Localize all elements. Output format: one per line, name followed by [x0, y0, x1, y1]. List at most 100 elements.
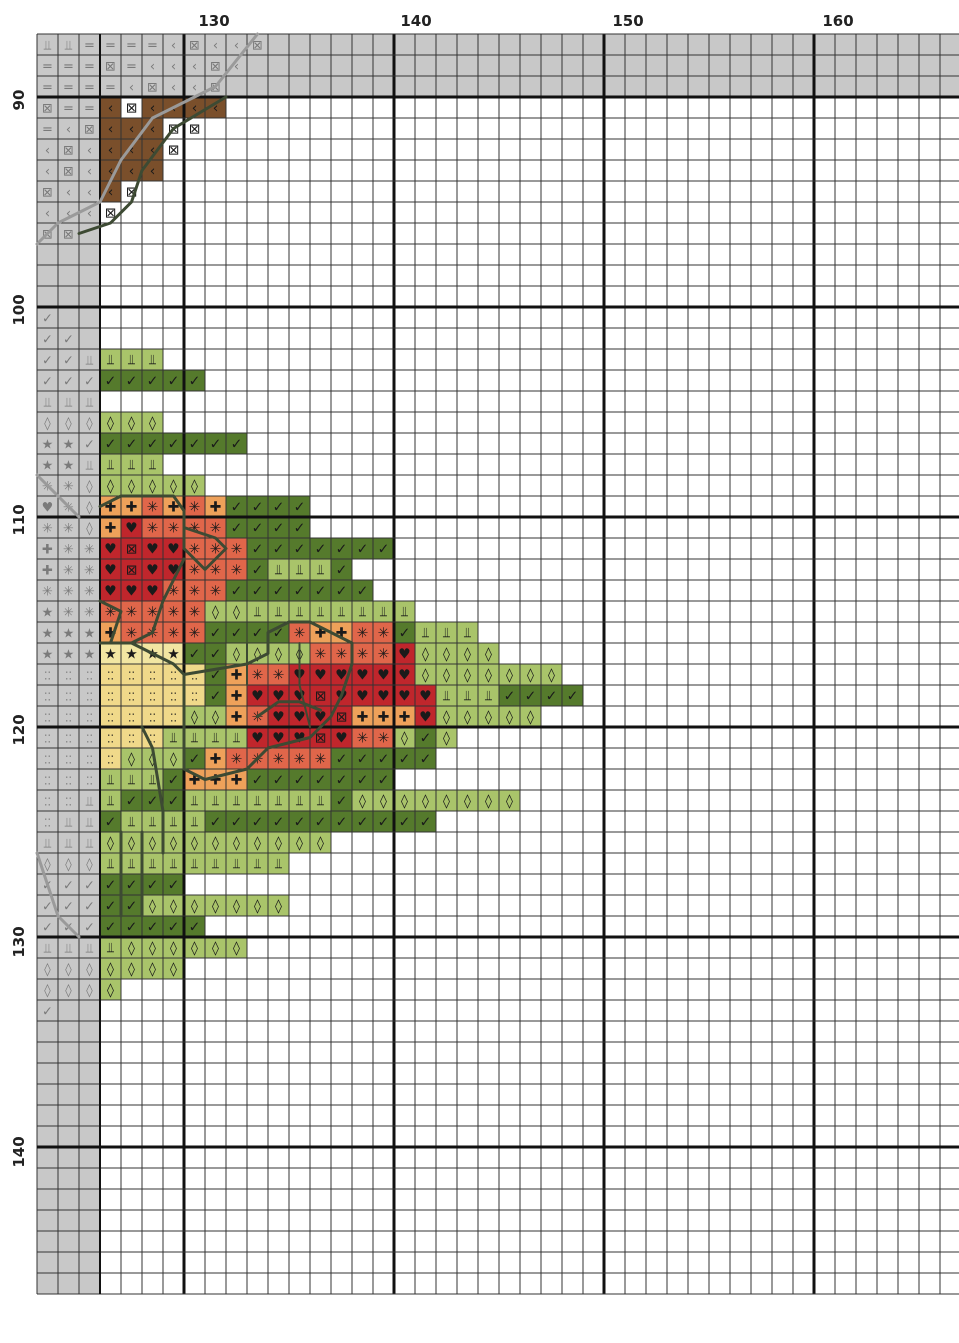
stitch-cell: [247, 76, 268, 97]
stitch-cell: [37, 496, 58, 517]
stitch-symbol: ♥: [314, 668, 327, 684]
stitch-symbol: ✓: [357, 773, 369, 789]
stitch-cell: [100, 832, 121, 853]
stitch-cell: [163, 811, 184, 832]
stitch-cell: [100, 517, 121, 538]
stitch-cell: [415, 34, 436, 55]
stitch-cell: [58, 286, 79, 307]
stitch-symbol: ◊: [464, 647, 471, 663]
stitch-cell: [310, 643, 331, 664]
stitch-symbol: ♥: [419, 710, 432, 726]
stitch-cell: [79, 853, 100, 874]
stitch-cell: [58, 1252, 79, 1273]
stitch-cell: [268, 790, 289, 811]
stitch-cell: [37, 139, 58, 160]
stitch-symbol: =: [84, 102, 95, 117]
stitch-cell: [37, 391, 58, 412]
stitch-symbol: ✓: [168, 794, 180, 810]
stitch-symbol: ✳: [231, 542, 243, 558]
stitch-symbol: ⫫: [128, 815, 136, 831]
stitch-symbol: ★: [42, 648, 54, 663]
stitch-cell: [457, 643, 478, 664]
stitch-cell: [499, 34, 520, 55]
stitch-cell: [163, 727, 184, 748]
stitch-cell: [352, 643, 373, 664]
stitch-cell: [352, 790, 373, 811]
stitch-symbol: ✓: [105, 878, 117, 894]
stitch-cell: [226, 937, 247, 958]
stitch-cell: [121, 559, 142, 580]
stitch-symbol: ◊: [128, 752, 135, 768]
stitch-cell: [142, 433, 163, 454]
stitch-cell: [184, 853, 205, 874]
stitch-symbol: ◊: [86, 858, 93, 873]
stitch-symbol: ⊠: [168, 143, 180, 159]
stitch-symbol: ✓: [294, 542, 306, 558]
stitch-cell: [268, 622, 289, 643]
stitch-cell: [352, 748, 373, 769]
stitch-cell: [310, 790, 331, 811]
stitch-symbol: ⫫: [86, 795, 93, 810]
stitch-cell: [100, 454, 121, 475]
stitch-symbol: ✓: [126, 899, 138, 915]
stitch-cell: [226, 601, 247, 622]
stitch-symbol: ◊: [191, 899, 198, 915]
stitch-cell: [58, 118, 79, 139]
stitch-cell: [100, 139, 121, 160]
stitch-cell: [310, 664, 331, 685]
stitch-cell: [331, 55, 352, 76]
stitch-cell: [163, 475, 184, 496]
stitch-symbol: ✓: [336, 584, 348, 600]
stitch-symbol: ‹: [192, 101, 198, 117]
stitch-symbol: ‹: [129, 122, 135, 138]
stitch-symbol: ✓: [420, 752, 432, 768]
stitch-symbol: ✓: [252, 521, 264, 537]
stitch-cell: [247, 769, 268, 790]
stitch-symbol: ✓: [336, 773, 348, 789]
stitch-cell: [583, 55, 604, 76]
stitch-cell: [163, 937, 184, 958]
stitch-symbol: ⁚⁚: [107, 712, 114, 725]
stitch-symbol: ◊: [107, 479, 114, 495]
stitch-cell: [268, 832, 289, 853]
stitch-cell: [163, 370, 184, 391]
stitch-cell: [247, 517, 268, 538]
stitch-cell: [79, 1126, 100, 1147]
stitch-cell: [184, 706, 205, 727]
stitch-symbol: ⊠: [336, 710, 348, 726]
stitch-cell: [37, 937, 58, 958]
chart-grid: [36, 33, 959, 1295]
stitch-cell: [688, 34, 709, 55]
stitch-cell: [37, 1042, 58, 1063]
stitch-symbol: ✳: [42, 522, 53, 537]
stitch-symbol: ✓: [147, 374, 159, 390]
stitch-symbol: =: [126, 39, 137, 54]
stitch-symbol: ✳: [273, 752, 285, 768]
stitch-symbol: ⫫: [170, 731, 178, 747]
stitch-cell: [856, 34, 877, 55]
stitch-cell: [373, 643, 394, 664]
stitch-cell: [79, 97, 100, 118]
stitch-symbol: ◊: [44, 858, 51, 873]
stitch-cell: [142, 475, 163, 496]
stitch-cell: [79, 34, 100, 55]
stitch-symbol: ⁚⁚: [191, 670, 198, 683]
stitch-cell: [310, 832, 331, 853]
stitch-cell: [79, 1042, 100, 1063]
stitch-cell: [352, 769, 373, 790]
stitch-cell: [100, 769, 121, 790]
stitch-symbol: ◊: [128, 479, 135, 495]
stitch-cell: [37, 958, 58, 979]
stitch-symbol: ⫫: [380, 605, 388, 621]
stitch-cell: [436, 55, 457, 76]
stitch-symbol: ✓: [189, 437, 201, 453]
stitch-cell: [121, 496, 142, 517]
stitch-cell: [205, 727, 226, 748]
stitch-cell: [730, 34, 751, 55]
stitch-cell: [121, 349, 142, 370]
stitch-cell: [37, 286, 58, 307]
stitch-symbol: ◊: [443, 794, 450, 810]
stitch-symbol: ✓: [105, 899, 117, 915]
stitch-cell: [100, 811, 121, 832]
stitch-cell: [352, 706, 373, 727]
